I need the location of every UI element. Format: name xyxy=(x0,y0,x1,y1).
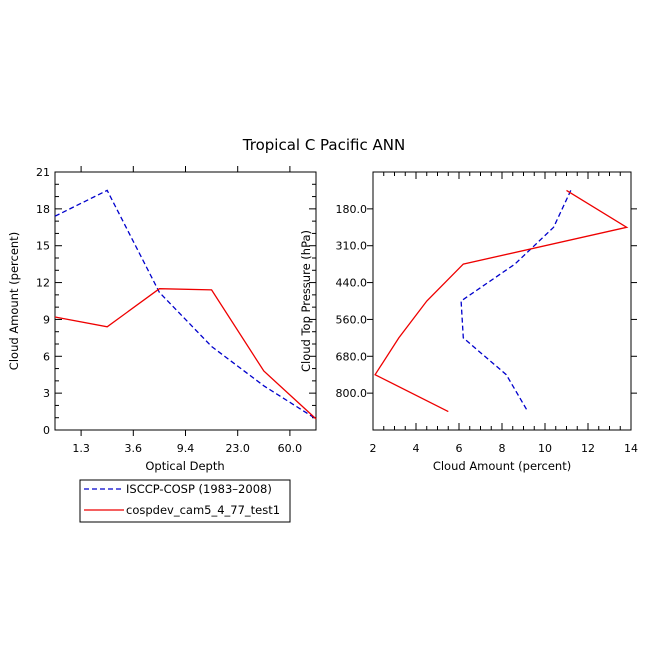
right-x-tick-label: 8 xyxy=(499,442,506,455)
legend: ISCCP-COSP (1983–2008) cospdev_cam5_4_77… xyxy=(79,479,291,523)
right-x-axis-label: Cloud Amount (percent) xyxy=(433,459,571,473)
right-x-tick-label: 6 xyxy=(456,442,463,455)
legend-label-obs: ISCCP-COSP (1983–2008) xyxy=(126,482,272,496)
right-x-tick-label: 4 xyxy=(413,442,420,455)
left-panel: 0 3 6 9 12 15 18 21 1.3 3.6 9.4 23.0 60.0 Optical De… xyxy=(7,166,317,473)
right-x-tick-label: 2 xyxy=(370,442,377,455)
right-axis-ticks: 2 4 6 8 10 12 14 180.0 310.0 440.0 560.0 680.0 800.0 xyxy=(336,172,638,455)
left-y-tick-label: 18 xyxy=(36,203,50,216)
left-y-tick-label: 12 xyxy=(36,277,50,290)
right-y-tick-label: 440.0 xyxy=(336,277,368,290)
left-y-tick-label: 0 xyxy=(43,424,50,437)
left-y-tick-label: 6 xyxy=(43,350,50,363)
left-y-tick-label: 15 xyxy=(36,240,50,253)
chart-title: Tropical C Pacific ANN xyxy=(242,136,405,154)
right-y-tick-label: 560.0 xyxy=(336,313,368,326)
left-x-tick-label: 1.3 xyxy=(72,442,90,455)
right-panel: 2 4 6 8 10 12 14 180.0 310.0 440.0 560.0 680.0 800.0… xyxy=(299,171,638,473)
right-y-tick-label: 680.0 xyxy=(336,350,368,363)
left-y-axis-label: Cloud Amount (percent) xyxy=(7,232,21,370)
left-x-tick-label: 3.6 xyxy=(125,442,143,455)
legend-label-model: cospdev_cam5_4_77_test1 xyxy=(126,503,280,517)
right-x-tick-label: 10 xyxy=(538,442,552,455)
left-x-axis-label: Optical Depth xyxy=(145,459,224,473)
left-x-tick-label: 9.4 xyxy=(177,442,195,455)
right-y-tick-label: 310.0 xyxy=(336,240,368,253)
left-y-tick-label: 3 xyxy=(43,387,50,400)
right-y-tick-label: 800.0 xyxy=(336,387,368,400)
right-x-tick-label: 12 xyxy=(581,442,595,455)
left-series-line-obs xyxy=(54,189,317,420)
right-y-tick-label: 180.0 xyxy=(336,203,368,216)
legend-box xyxy=(79,479,291,523)
left-axis-ticks: 0 3 6 9 12 15 18 21 1.3 3.6 9.4 23.0 60.0 xyxy=(36,166,316,455)
left-series-group xyxy=(54,189,317,420)
right-x-tick-label: 14 xyxy=(624,442,638,455)
left-plot-frame xyxy=(54,171,317,431)
right-y-axis-label: Cloud Top Pressure (hPa) xyxy=(299,230,313,372)
right-plot-frame xyxy=(372,171,632,431)
right-series-line-model xyxy=(374,189,629,413)
right-series-line-obs xyxy=(460,190,572,412)
left-y-tick-label: 21 xyxy=(36,166,50,179)
left-x-tick-label: 23.0 xyxy=(225,442,250,455)
right-series-group xyxy=(374,189,629,413)
left-series-line-model xyxy=(54,288,317,420)
left-x-tick-label: 60.0 xyxy=(278,442,303,455)
left-y-tick-label: 9 xyxy=(43,313,50,326)
